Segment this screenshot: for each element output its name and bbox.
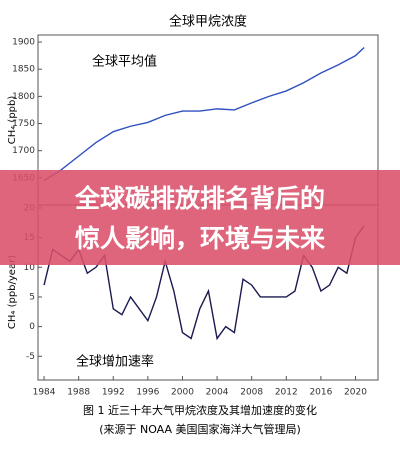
x-tick-label: 2000 bbox=[171, 388, 194, 398]
y-tick-label: 1700 bbox=[12, 146, 35, 156]
annotation: 全球平均值 bbox=[92, 54, 157, 70]
y-tick-label: 10 bbox=[24, 263, 36, 273]
x-tick-label: 2016 bbox=[309, 388, 332, 398]
x-tick-label: 2004 bbox=[206, 388, 229, 398]
x-tick-label: 1988 bbox=[67, 388, 90, 398]
x-tick-label: 1992 bbox=[102, 388, 125, 398]
data-line bbox=[43, 46, 365, 182]
y-tick-label: 1900 bbox=[12, 38, 35, 48]
data-line bbox=[43, 225, 365, 341]
x-tick-label: 2012 bbox=[275, 388, 298, 398]
y-tick-label: 1800 bbox=[12, 92, 35, 102]
banner bbox=[0, 170, 400, 265]
y-axis-label: CH₄ (ppb) bbox=[7, 96, 18, 145]
y-tick-label: -5 bbox=[26, 352, 35, 362]
banner-text: 惊人影响，环境与未来 bbox=[75, 224, 326, 253]
banner-text: 全球碳排放排名背后的 bbox=[74, 184, 325, 213]
chart-title: 全球甲烷浓度 bbox=[169, 14, 247, 30]
annotation: 全球增加速率 bbox=[76, 354, 154, 370]
x-tick-label: 1984 bbox=[33, 388, 56, 398]
x-tick-label: 1996 bbox=[136, 388, 159, 398]
caption: 图 1 近三十年大气甲烷浓度及其增加速度的变化 bbox=[83, 403, 317, 417]
y-tick-label: 1850 bbox=[12, 65, 35, 75]
y-tick-label: 1750 bbox=[12, 119, 35, 129]
x-tick-label: 2008 bbox=[240, 388, 263, 398]
y-tick-label: 0 bbox=[29, 322, 35, 332]
y-axis-label: CH₄ (ppb/year) bbox=[7, 255, 18, 329]
caption: (来源于 NOAA 美国国家海洋大气管理局) bbox=[99, 422, 301, 436]
x-tick-label: 2020 bbox=[344, 388, 367, 398]
y-tick-label: 5 bbox=[29, 292, 35, 302]
